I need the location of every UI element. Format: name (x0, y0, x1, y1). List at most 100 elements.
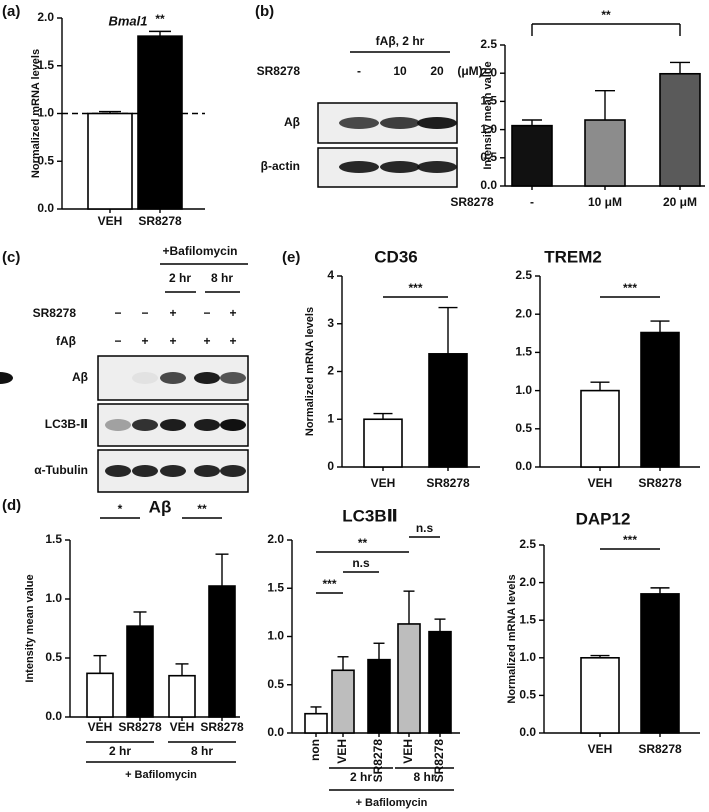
y-tick-label: 1.5 (45, 532, 62, 546)
y-tick-label: 2.0 (37, 10, 54, 24)
bar (640, 593, 680, 734)
bar (584, 119, 626, 187)
chart-title: CD36 (374, 247, 417, 266)
y-tick-label: 2.5 (519, 537, 536, 551)
group-title: + Bafilomycin (125, 769, 197, 781)
bar (580, 389, 620, 468)
x-tick-label: SR8278 (200, 720, 244, 734)
group-label: 2 hr (109, 744, 131, 758)
group-label: 2 hr (350, 770, 372, 784)
row-label: SR8278 (33, 306, 77, 320)
sign: − (114, 306, 121, 320)
x-tick-label: VEH (588, 742, 613, 756)
blot-band (0, 372, 13, 384)
blot-header: +Bafilomycin (162, 244, 237, 258)
panel-label: (c) (2, 249, 20, 266)
y-axis-label: Normalized mRNA levels (304, 307, 316, 436)
blot-band (417, 117, 457, 129)
time-label: 8 hr (211, 271, 233, 285)
y-tick-label: 0.0 (480, 178, 497, 192)
chart-title: DAP12 (576, 509, 631, 528)
y-tick-label: 2.5 (480, 37, 497, 51)
x-tick-label: SR8278 (638, 476, 682, 490)
y-tick-label: 1.5 (480, 94, 497, 108)
x-tick-label: SR8278 (432, 739, 446, 783)
y-tick-label: 1.5 (515, 345, 532, 359)
y-axis-label: Intensity mean value (482, 61, 494, 169)
sign: − (141, 306, 148, 320)
blot-band (194, 372, 220, 384)
blot-band (132, 419, 158, 431)
chart-title: Aβ (149, 497, 172, 516)
bar (87, 112, 133, 210)
y-tick-label: 0 (327, 459, 334, 473)
group-label: 8 hr (191, 744, 213, 758)
y-tick-label: 0.0 (37, 201, 54, 215)
x-tick-label: non (308, 739, 322, 761)
y-tick-label: 1.0 (37, 106, 54, 120)
y-tick-label: 2 (327, 364, 334, 378)
blot-band (339, 161, 379, 173)
y-axis-label: Normalized mRNA levels (30, 49, 42, 178)
y-tick-label: 1.0 (519, 650, 536, 664)
blot-band (160, 465, 186, 477)
band-label: Aβ (72, 370, 88, 384)
y-tick-label: 4 (327, 268, 334, 282)
sig-label: ** (601, 8, 611, 22)
x-tick-label: VEH (88, 720, 113, 734)
x-tick-label: SR8278 (371, 739, 385, 783)
bar (397, 623, 421, 734)
x-tick-label: SR8278 (138, 214, 182, 228)
blot-band (417, 161, 457, 173)
blot-band (220, 372, 246, 384)
dose: 10 (393, 64, 407, 78)
sign: + (229, 334, 236, 348)
sig-label: * (118, 502, 123, 516)
bar (367, 658, 391, 734)
blot-band (160, 419, 186, 431)
bar (428, 353, 468, 468)
x-tick-label: VEH (588, 476, 613, 490)
blot-band (220, 419, 246, 431)
bar (363, 418, 403, 468)
chart-title: TREM2 (544, 247, 602, 266)
bar (580, 656, 620, 734)
blot-band (194, 419, 220, 431)
y-tick-label: 1.5 (37, 58, 54, 72)
y-tick-label: 1 (327, 411, 334, 425)
y-axis-label: Normalized mRNA levels (506, 574, 518, 703)
unit: (μM) (457, 64, 482, 78)
chart-title: LC3BⅡ (342, 506, 398, 525)
blot-header: fAβ, 2 hr (376, 34, 425, 48)
y-tick-label: 1.5 (267, 580, 284, 594)
y-tick-label: 1.5 (519, 612, 536, 626)
sign: + (203, 334, 210, 348)
y-tick-label: 0.0 (515, 459, 532, 473)
blot-band (132, 372, 158, 384)
blot-band (160, 372, 186, 384)
blot-band (105, 419, 131, 431)
blot-band (220, 465, 246, 477)
sig-label: n.s (416, 521, 434, 535)
y-tick-label: 2.0 (519, 575, 536, 589)
y-tick-label: 0.0 (45, 709, 62, 723)
x-tick-label: SR8278 (426, 476, 470, 490)
dose: - (357, 64, 361, 78)
blot-band (339, 117, 379, 129)
band-label: LC3B-Ⅱ (45, 417, 88, 431)
sign: + (141, 334, 148, 348)
sig-label: *** (623, 281, 637, 295)
y-tick-label: 0.5 (515, 421, 532, 435)
y-tick-label: 2.0 (480, 65, 497, 79)
bar (428, 630, 452, 734)
bar (640, 331, 680, 468)
y-tick-label: 0.5 (480, 150, 497, 164)
row-label: SR8278 (257, 64, 301, 78)
y-tick-label: 0.0 (267, 725, 284, 739)
x-tick-label: VEH (335, 739, 349, 764)
blot-band (132, 465, 158, 477)
sig-label: ** (155, 12, 165, 26)
row-label: fAβ (56, 334, 76, 348)
x-tick-label: VEH (98, 214, 123, 228)
